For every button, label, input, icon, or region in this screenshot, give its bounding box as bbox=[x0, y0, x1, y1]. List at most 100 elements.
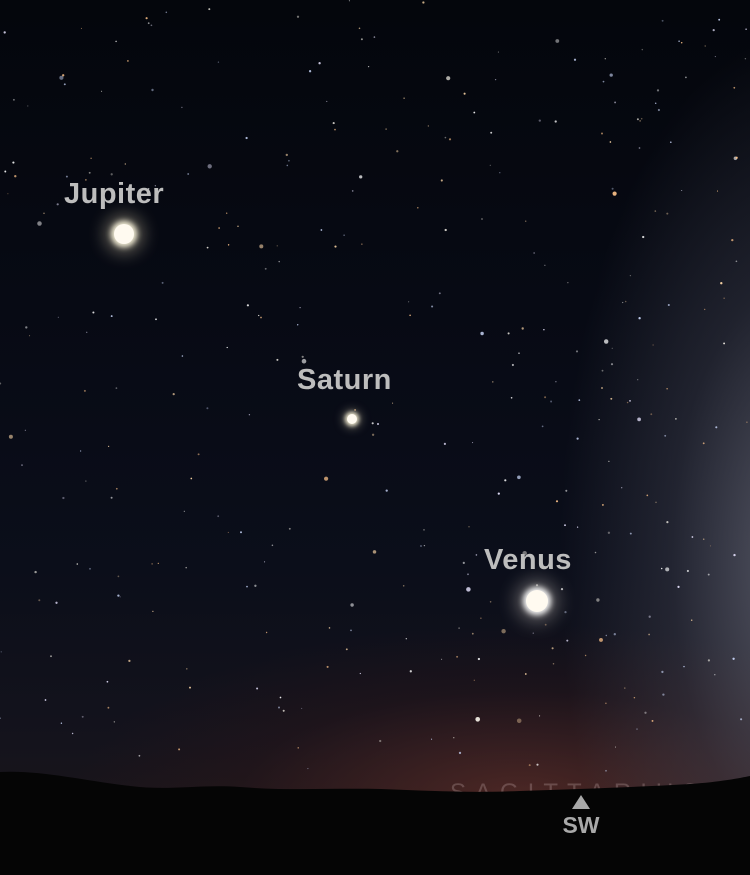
star bbox=[110, 173, 113, 176]
star bbox=[113, 721, 115, 723]
star bbox=[359, 175, 363, 179]
star bbox=[208, 8, 211, 11]
star bbox=[79, 450, 82, 452]
star bbox=[521, 327, 524, 330]
star bbox=[85, 179, 87, 181]
star bbox=[544, 396, 547, 399]
star bbox=[654, 102, 657, 105]
compass-indicator[interactable]: SW bbox=[556, 795, 606, 839]
star bbox=[490, 131, 493, 134]
horizon-ground bbox=[0, 771, 750, 875]
star bbox=[119, 596, 121, 598]
star bbox=[466, 587, 471, 592]
star bbox=[57, 316, 59, 318]
star bbox=[307, 768, 309, 770]
star bbox=[639, 120, 641, 122]
star bbox=[605, 634, 608, 637]
star bbox=[472, 442, 474, 444]
star bbox=[499, 172, 501, 174]
star bbox=[646, 494, 649, 497]
star bbox=[427, 125, 429, 127]
star bbox=[189, 686, 191, 689]
star bbox=[604, 58, 606, 60]
star bbox=[348, 0, 350, 2]
star bbox=[489, 164, 491, 166]
star bbox=[276, 358, 279, 361]
star bbox=[522, 550, 527, 556]
star bbox=[607, 531, 611, 534]
star bbox=[600, 132, 604, 135]
star bbox=[720, 282, 723, 285]
star bbox=[712, 29, 715, 32]
star bbox=[602, 80, 605, 83]
star bbox=[354, 408, 357, 411]
star bbox=[554, 120, 557, 123]
star bbox=[707, 659, 711, 662]
star bbox=[301, 707, 303, 709]
star bbox=[652, 344, 654, 346]
planet-jupiter-label: Jupiter bbox=[64, 178, 165, 210]
star bbox=[206, 246, 209, 249]
star bbox=[664, 434, 667, 437]
star bbox=[636, 728, 638, 730]
star bbox=[107, 445, 110, 448]
star bbox=[467, 573, 469, 576]
star bbox=[541, 425, 544, 428]
star bbox=[360, 38, 363, 41]
star bbox=[190, 477, 193, 480]
star bbox=[288, 527, 291, 530]
star bbox=[458, 751, 462, 755]
planet-saturn-label: Saturn bbox=[297, 364, 392, 396]
planet-saturn[interactable] bbox=[347, 414, 357, 424]
star bbox=[324, 476, 329, 481]
star bbox=[431, 738, 433, 740]
planet-jupiter[interactable] bbox=[114, 224, 134, 244]
star bbox=[106, 680, 109, 683]
star bbox=[155, 318, 157, 321]
star bbox=[740, 718, 743, 721]
star bbox=[343, 234, 345, 236]
star bbox=[308, 70, 312, 73]
star bbox=[678, 40, 680, 42]
star bbox=[44, 699, 47, 701]
planet-venus[interactable] bbox=[526, 590, 548, 612]
star bbox=[601, 369, 604, 372]
star bbox=[60, 722, 63, 724]
star bbox=[723, 342, 726, 345]
triangle-up-icon bbox=[572, 795, 590, 809]
star bbox=[27, 105, 29, 107]
star bbox=[702, 442, 705, 445]
star bbox=[657, 108, 661, 112]
star bbox=[417, 206, 419, 209]
star bbox=[578, 399, 581, 401]
star bbox=[552, 662, 555, 665]
star bbox=[612, 191, 617, 196]
star bbox=[685, 76, 687, 79]
star bbox=[477, 657, 481, 661]
star bbox=[681, 189, 683, 192]
star bbox=[271, 544, 274, 547]
star bbox=[278, 260, 280, 263]
star bbox=[237, 225, 239, 227]
star bbox=[392, 402, 394, 404]
star bbox=[538, 119, 541, 122]
star bbox=[666, 521, 669, 524]
star bbox=[535, 584, 539, 587]
star bbox=[181, 355, 184, 357]
star bbox=[555, 39, 560, 43]
star bbox=[599, 637, 603, 642]
star bbox=[350, 629, 352, 632]
star bbox=[629, 274, 632, 277]
star bbox=[675, 418, 677, 420]
star bbox=[372, 550, 377, 554]
star bbox=[327, 378, 330, 382]
star bbox=[576, 437, 579, 440]
star bbox=[626, 401, 629, 404]
star bbox=[385, 489, 388, 492]
star bbox=[25, 326, 28, 329]
star bbox=[264, 267, 267, 270]
star bbox=[326, 665, 329, 668]
star bbox=[367, 65, 370, 68]
